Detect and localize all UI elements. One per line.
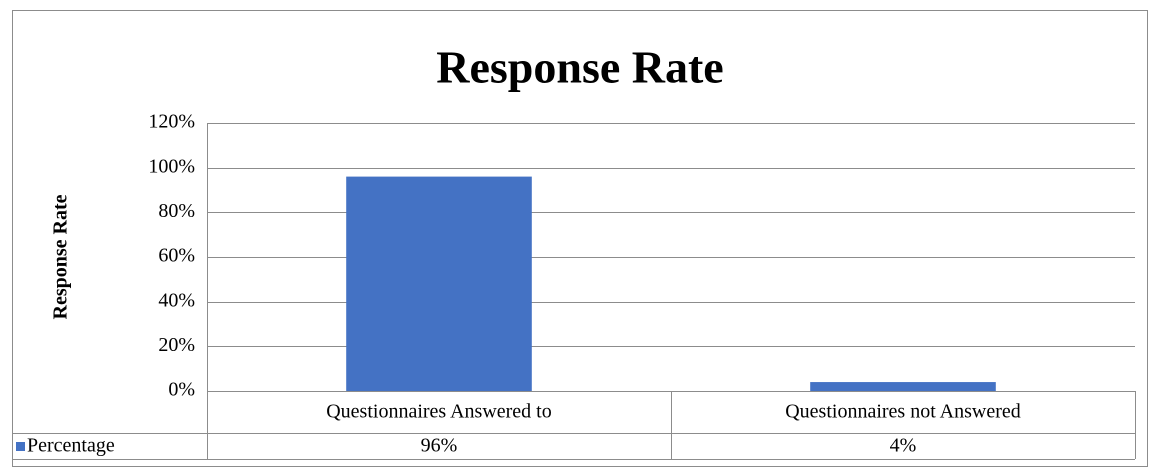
legend-key: [16, 442, 25, 451]
y-tick-label: 100%: [148, 155, 195, 177]
x-tick-label: Questionnaires Answered to: [326, 401, 552, 423]
legend-label: Percentage: [27, 435, 115, 457]
data-table-value: 96%: [421, 435, 458, 457]
y-tick-label: 20%: [158, 334, 195, 356]
bar: [810, 382, 996, 391]
y-tick-label: 80%: [158, 200, 195, 222]
chart-title: Response Rate: [436, 42, 723, 93]
y-axis-title: Response Rate: [50, 194, 72, 319]
bar: [346, 176, 532, 391]
data-table-value: 4%: [890, 435, 917, 457]
y-tick-label: 40%: [158, 289, 195, 311]
y-tick-label: 0%: [168, 379, 195, 401]
y-tick-label: 120%: [148, 111, 195, 133]
y-tick-label: 60%: [158, 245, 195, 267]
x-tick-label: Questionnaires not Answered: [785, 401, 1021, 423]
